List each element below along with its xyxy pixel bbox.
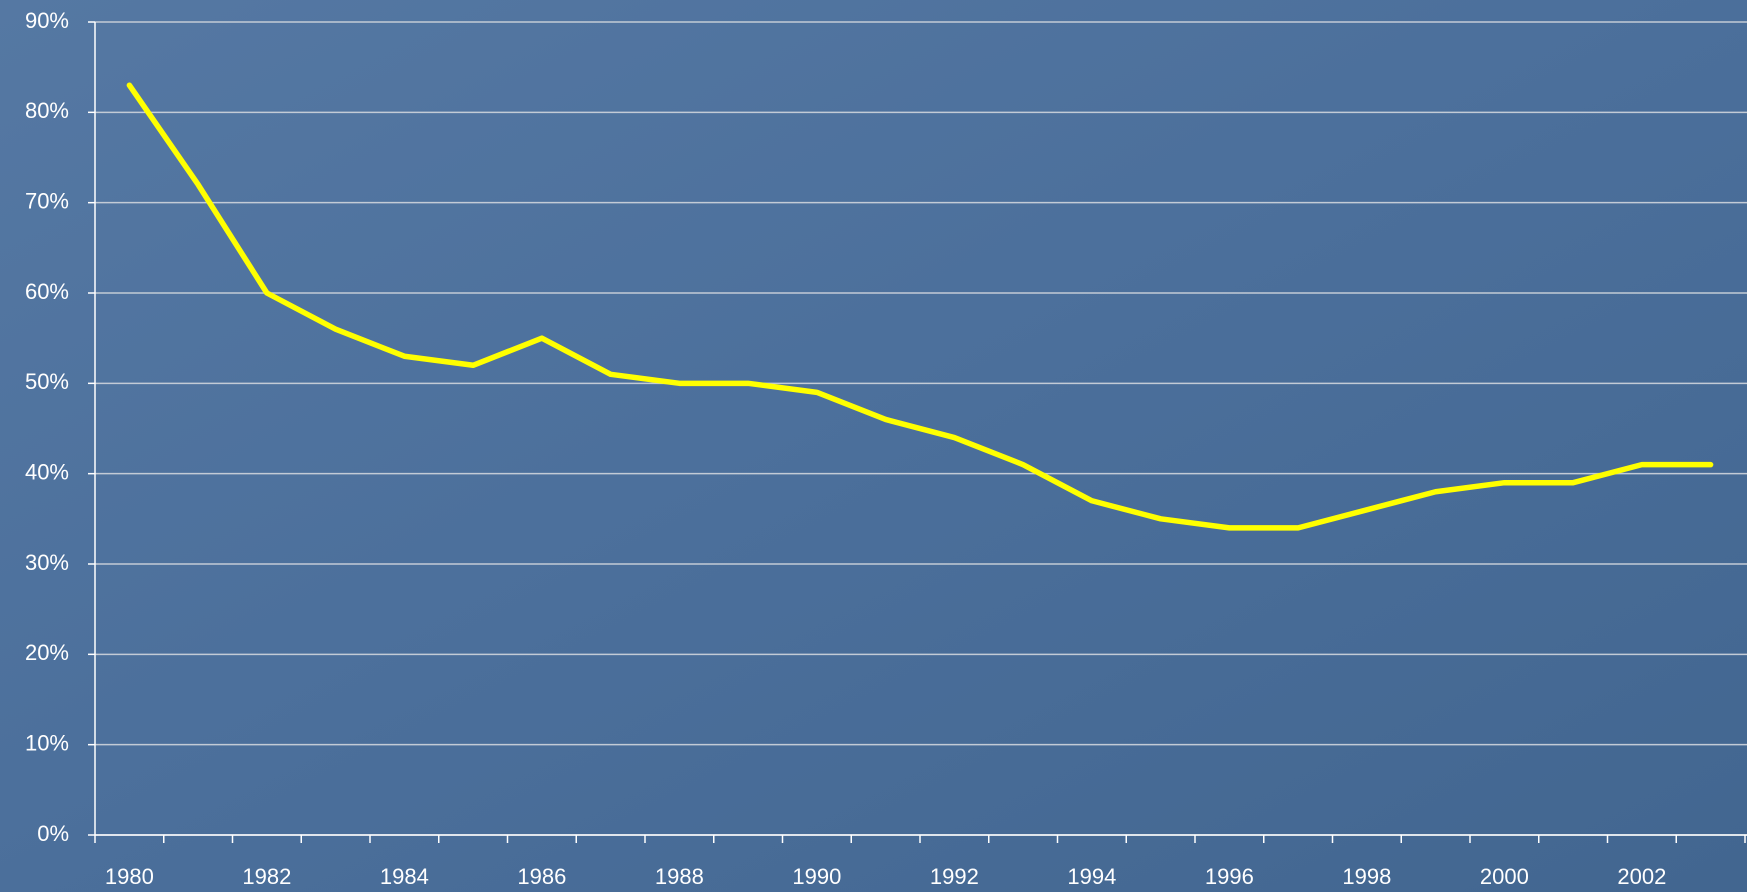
y-tick-label: 60% xyxy=(25,279,69,304)
x-tick-label: 1992 xyxy=(930,864,979,889)
x-tick-label: 2000 xyxy=(1480,864,1529,889)
y-tick-label: 0% xyxy=(37,821,69,846)
x-tick-label: 1984 xyxy=(380,864,429,889)
y-tick-label: 40% xyxy=(25,459,69,484)
x-tick-label: 1982 xyxy=(242,864,291,889)
x-tick-label: 1998 xyxy=(1342,864,1391,889)
y-tick-label: 10% xyxy=(25,730,69,755)
data-line xyxy=(126,82,1714,531)
x-tick-label: 1994 xyxy=(1067,864,1116,889)
y-tick-label: 80% xyxy=(25,98,69,123)
x-tick-label: 1990 xyxy=(792,864,841,889)
y-tick-label: 20% xyxy=(25,640,69,665)
y-tick-label: 50% xyxy=(25,369,69,394)
x-tick-label: 1980 xyxy=(105,864,154,889)
x-tick-label: 2002 xyxy=(1617,864,1666,889)
x-tick-label: 1986 xyxy=(517,864,566,889)
x-tick-label: 1988 xyxy=(655,864,704,889)
y-tick-label: 30% xyxy=(25,550,69,575)
x-tick-label: 1996 xyxy=(1205,864,1254,889)
y-tick-label: 90% xyxy=(25,8,69,33)
y-tick-label: 70% xyxy=(25,188,69,213)
